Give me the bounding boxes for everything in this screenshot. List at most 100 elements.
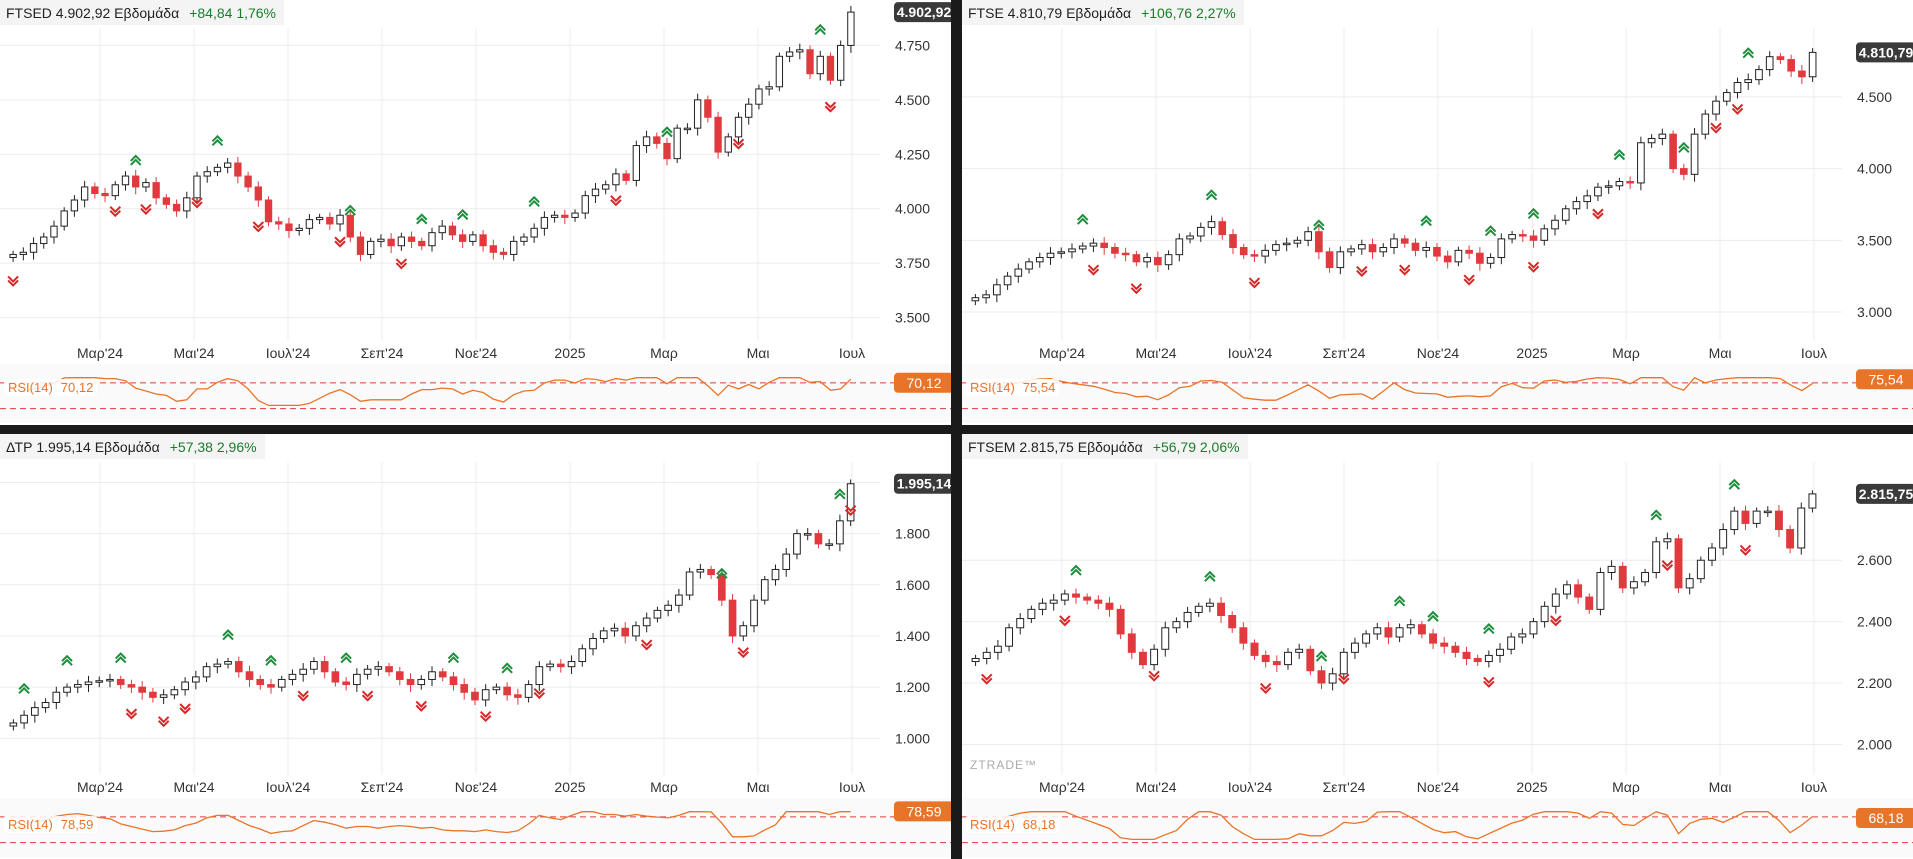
candle-body <box>1094 599 1103 604</box>
candle-body <box>1722 92 1731 102</box>
rsi-value: 75,54 <box>1022 380 1056 395</box>
candle-body <box>1025 261 1033 270</box>
sell-signal-icon <box>297 690 309 702</box>
candle-body <box>315 216 324 221</box>
candle-body <box>602 184 610 190</box>
y-tick-label: 1.000 <box>895 730 930 746</box>
candle-body <box>814 533 823 545</box>
last-price: 4.810,79 <box>1007 4 1063 21</box>
candle-body <box>1261 249 1270 257</box>
last-price-badge <box>1856 483 1913 504</box>
candle-body <box>556 663 565 668</box>
candle-body <box>1730 510 1739 531</box>
buy-signal-icon <box>222 629 234 641</box>
chart-svg-ftse[interactable]: 4.500 4.000 3.500 3.000 Μαρ'24 Μαι'24 Ιουλ'24 Σ… <box>962 0 1913 425</box>
candle-body <box>1476 252 1484 264</box>
candle-body <box>1325 251 1334 269</box>
candle-body <box>1451 645 1460 653</box>
candle-body <box>683 127 692 131</box>
sell-signal-icon <box>1731 103 1744 115</box>
candle-body <box>254 186 262 201</box>
candle-body <box>1175 238 1184 256</box>
last-price-badge <box>894 473 951 494</box>
candle-body <box>1205 602 1214 607</box>
candle-body <box>1100 242 1109 248</box>
chart-panel-dtr[interactable]: 2.0001.8001.6001.4001.2001.000Μαρ'24Μαι'… <box>0 434 951 859</box>
sell-signal-icon <box>844 505 857 517</box>
sell-signal-icon <box>140 203 152 216</box>
candle-body <box>1186 235 1194 240</box>
buy-signal-icon <box>1205 189 1218 201</box>
buy-signal-icon <box>1393 595 1406 607</box>
candle-body <box>52 691 61 703</box>
candle-body <box>793 533 801 555</box>
candle-body <box>775 55 784 88</box>
candle-body <box>1046 252 1055 259</box>
y-tick-label: 2.000 <box>1857 736 1892 752</box>
sell-signal-icon <box>479 710 492 723</box>
sell-signal-icon <box>610 195 622 207</box>
x-tick-label: Μαρ'24 <box>1039 345 1085 361</box>
chart-panel-ftse[interactable]: 4.500 4.000 3.500 3.000 Μαρ'24 Μαι'24 Ιουλ'24 Σ… <box>962 0 1913 425</box>
candle-body <box>326 216 334 225</box>
candle-body <box>70 199 79 212</box>
chart-panel-ftsed[interactable]: 4.750 4.500 4.250 4.000 3.750 3.500 Μαρ'24 Μαι'… <box>0 0 951 425</box>
x-tick-label: Μαρ'24 <box>1039 779 1085 795</box>
candle-body <box>193 175 201 199</box>
candle-body <box>1003 275 1012 286</box>
candle-body <box>29 243 38 253</box>
candle-body <box>183 197 191 212</box>
candle-body <box>503 686 511 696</box>
candle-body <box>561 214 569 218</box>
rsi-line <box>986 810 1813 841</box>
x-tick-label: Μαι'24 <box>1135 345 1176 361</box>
buy-signal-icon <box>447 652 460 664</box>
candle-body <box>673 127 681 160</box>
y-tick-label: 3.000 <box>1857 304 1892 320</box>
sell-signal-icon <box>1550 615 1562 627</box>
buy-signal-icon <box>416 213 428 225</box>
last-price-badge-text: 1.995,14 <box>897 476 951 492</box>
candle-body <box>162 197 171 205</box>
candle-body <box>481 689 490 701</box>
x-tick-label: Νοε'24 <box>455 345 498 361</box>
x-tick-label: Ιουλ'24 <box>1228 779 1273 795</box>
candle-body <box>599 630 608 640</box>
chart-svg-ftsed[interactable]: 4.750 4.500 4.250 4.000 3.750 3.500 Μαρ'24 Μαι'… <box>0 0 951 425</box>
chart-svg-dtr[interactable]: 2.0001.8001.6001.4001.2001.000Μαρ'24Μαι'… <box>0 434 951 859</box>
chart-panel-ftsem[interactable]: 2.600 2.400 2.200 2.000 Μαρ'24 Μαι'24 Ιουλ'24 Σ… <box>962 434 1913 859</box>
candle-body <box>745 103 753 118</box>
x-tick-label: Μαι <box>1709 345 1732 361</box>
candle-body <box>540 216 549 229</box>
rsi-value: 70,12 <box>60 380 94 395</box>
candle-body <box>418 240 426 247</box>
x-tick-label: Μαι <box>747 779 770 795</box>
last-price: 1.995,14 <box>36 438 91 455</box>
candle-body <box>1228 615 1237 629</box>
candle-body <box>1696 559 1705 580</box>
buy-signal-icon <box>716 567 728 579</box>
buy-signal-icon <box>528 195 540 208</box>
candle-body <box>1462 651 1471 659</box>
candle-body <box>1072 593 1080 598</box>
candle-body <box>1395 627 1404 638</box>
candle-body <box>1719 529 1728 549</box>
chart-svg-ftsem[interactable]: 2.600 2.400 2.200 2.000 Μαρ'24 Μαι'24 Ιουλ'24 Σ… <box>962 434 1913 859</box>
sell-signal-icon <box>1463 274 1475 286</box>
candle-body <box>73 684 82 688</box>
candle-body <box>1347 248 1355 253</box>
buy-signal-icon <box>115 652 127 664</box>
candle-body <box>479 234 487 247</box>
candle-body <box>1454 249 1463 263</box>
rsi-value-badge-text: 70,12 <box>906 375 941 391</box>
candle-body <box>1111 246 1119 254</box>
candle-body <box>1465 249 1473 254</box>
candle-body <box>374 666 383 670</box>
candle-body <box>704 99 712 118</box>
candle-body <box>1164 254 1173 266</box>
rsi-value-badge <box>1856 808 1913 829</box>
buy-signal-icon <box>1728 478 1741 490</box>
candle-body <box>546 663 554 668</box>
candle-body <box>417 678 426 686</box>
buy-signal-icon <box>814 23 826 36</box>
